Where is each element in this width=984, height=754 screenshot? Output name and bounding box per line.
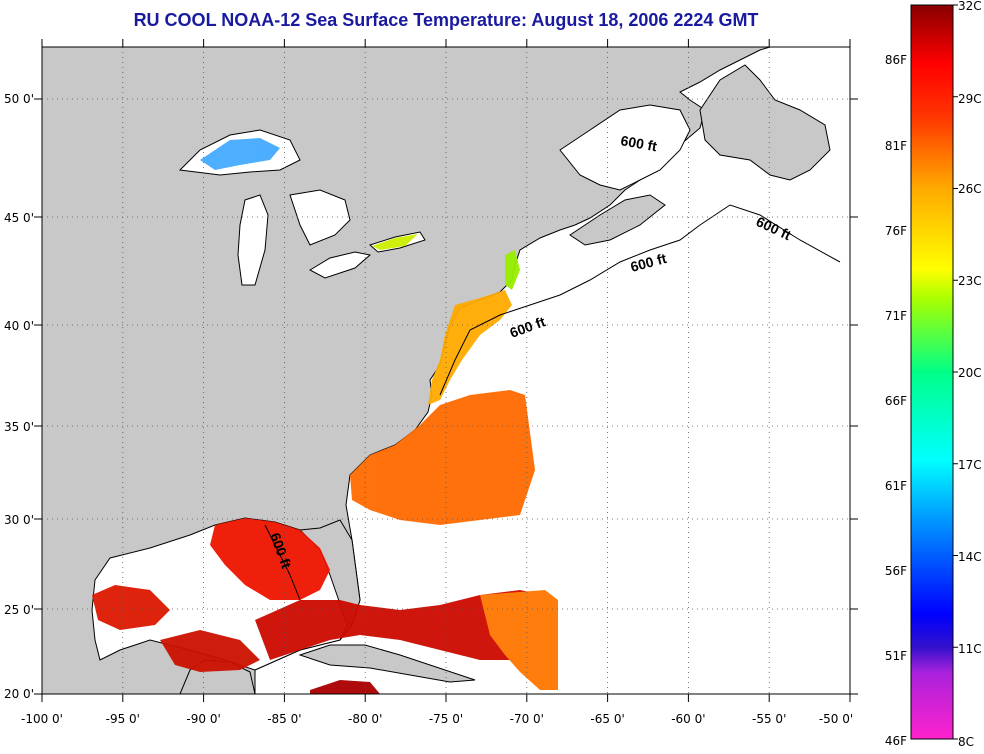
colorbar-fahrenheit-label: 46F	[885, 734, 907, 748]
lat-label: 45 0'	[4, 211, 34, 225]
colorbar-celsius-label: 17C	[958, 458, 982, 472]
colorbar-celsius-label: 23C	[958, 274, 982, 288]
colorbar-fahrenheit-label: 51F	[885, 649, 907, 663]
lat-label: 35 0'	[4, 420, 34, 434]
map-frame	[41, 46, 851, 695]
lat-label: 50 0'	[4, 92, 34, 106]
colorbar-celsius-label: 32C	[958, 0, 982, 13]
lon-label: -80 0'	[348, 712, 382, 726]
sst-patch-lake-superior	[200, 138, 280, 170]
colorbar-celsius-label: 29C	[958, 92, 982, 106]
sst-patch-southeast	[350, 390, 535, 525]
gulf-of-st-lawrence	[559, 104, 691, 191]
lat-label: 20 0'	[4, 687, 34, 701]
lake-erie	[308, 251, 372, 279]
sst-patch-lake-ontario	[372, 234, 418, 250]
nova-scotia	[569, 194, 666, 246]
cuba	[298, 644, 476, 683]
latitude-labels: 50 0' 45 0' 40 0' 35 0' 30 0' 25 0' 20 0…	[4, 92, 34, 701]
axis-ticks	[34, 39, 858, 702]
colorbar-fahrenheit-label: 66F	[885, 394, 907, 408]
lon-label: -75 0'	[429, 712, 463, 726]
colorbar-fahrenheit-label: 71F	[885, 309, 907, 323]
lat-label: 25 0'	[4, 603, 34, 617]
colorbar-fahrenheit-label: 76F	[885, 224, 907, 238]
colorbar-fahrenheit-label: 81F	[885, 139, 907, 153]
lake-michigan	[237, 194, 269, 286]
lon-label: -65 0'	[590, 712, 624, 726]
lon-label: -70 0'	[510, 712, 544, 726]
temperature-colorbar: 32C 29C 26C 23C 20C 17C 14C 11C 8C 86F 8…	[885, 0, 982, 749]
colorbar-ticks	[953, 4, 958, 740]
colorbar-gradient	[910, 4, 954, 740]
sst-patch-cuba-south	[310, 680, 380, 694]
lon-label: -85 0'	[267, 712, 301, 726]
colorbar-celsius-label: 26C	[958, 182, 982, 196]
sst-patch-mid-atlantic	[428, 290, 512, 405]
sst-patch-gulf-of-maine	[505, 250, 520, 290]
colorbar-celsius-label: 20C	[958, 366, 982, 380]
lon-label: -55 0'	[752, 712, 786, 726]
sst-patch-bahamas-east	[480, 590, 558, 690]
lon-label: -60 0'	[671, 712, 705, 726]
colorbar-fahrenheit-label: 56F	[885, 564, 907, 578]
lat-label: 30 0'	[4, 513, 34, 527]
sst-patch-gulf-south	[160, 630, 260, 672]
sst-patch-gulf-north	[210, 518, 330, 600]
colorbar-fahrenheit-label: 86F	[885, 53, 907, 67]
lon-label: -50 0'	[819, 712, 853, 726]
lon-label: -95 0'	[106, 712, 140, 726]
contour-label-newfoundland: 600 ft	[619, 132, 658, 154]
contour-600ft-line	[439, 204, 841, 396]
lon-label: -90 0'	[186, 712, 220, 726]
colorbar-celsius-label: 11C	[958, 642, 982, 656]
longitude-labels: -100 0' -95 0' -90 0' -85 0' -80 0' -75 …	[21, 712, 853, 726]
lake-huron	[289, 189, 351, 246]
colorbar-celsius-label: 8C	[958, 735, 974, 749]
map-title: RU COOL NOAA-12 Sea Surface Temperature:…	[133, 10, 759, 30]
lon-label: -100 0'	[21, 712, 63, 726]
colorbar-celsius-label: 14C	[958, 550, 982, 564]
map-layers	[91, 47, 850, 694]
colorbar-fahrenheit-label: 61F	[885, 479, 907, 493]
contour-600ft-gulf-line	[264, 524, 301, 601]
lat-label: 40 0'	[4, 319, 34, 333]
sst-patch-caribbean	[255, 590, 545, 660]
newfoundland	[699, 64, 831, 181]
sst-patch-western-gulf	[92, 585, 170, 630]
sst-data-overlay	[92, 138, 558, 694]
